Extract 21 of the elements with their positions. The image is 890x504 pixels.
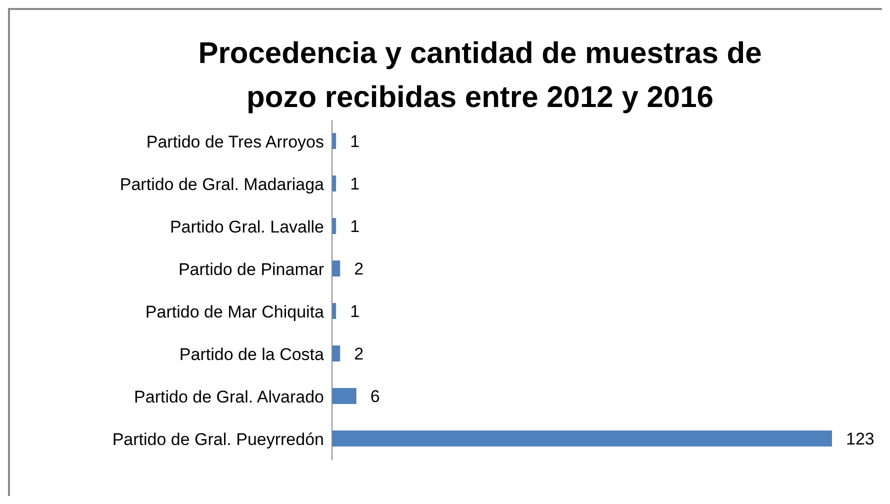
bar (332, 260, 340, 276)
bar (332, 430, 832, 446)
data-label: 2 (354, 260, 364, 279)
data-label: 1 (350, 132, 360, 152)
data-label: 123 (846, 430, 874, 449)
chart-title: Procedencia y cantidad de muestras de pozo recibidas entre 2012 y 2016 (197, 36, 763, 116)
data-label: 1 (350, 217, 360, 236)
bar (332, 388, 356, 404)
y-tick-label: Partido de Gral. Alvarado (134, 387, 324, 406)
data-label: 1 (350, 302, 360, 322)
y-tick-label: Partido de Gral. Pueyrredón (112, 430, 324, 449)
y-tick-label: Partido de la Costa (179, 344, 325, 364)
data-label: 6 (370, 387, 380, 406)
bar (332, 346, 340, 362)
y-tick-label: Partido de Tres Arroyos (146, 132, 324, 152)
y-tick-label: Partido de Pinamar (178, 260, 324, 279)
data-label: 2 (354, 344, 364, 364)
y-tick-label: Partido de Gral. Madariaga (120, 174, 325, 194)
y-tick-label: Partido Gral. Lavalle (170, 217, 324, 236)
y-tick-label: Partido de Mar Chiquita (145, 302, 325, 322)
data-label: 1 (350, 174, 360, 194)
